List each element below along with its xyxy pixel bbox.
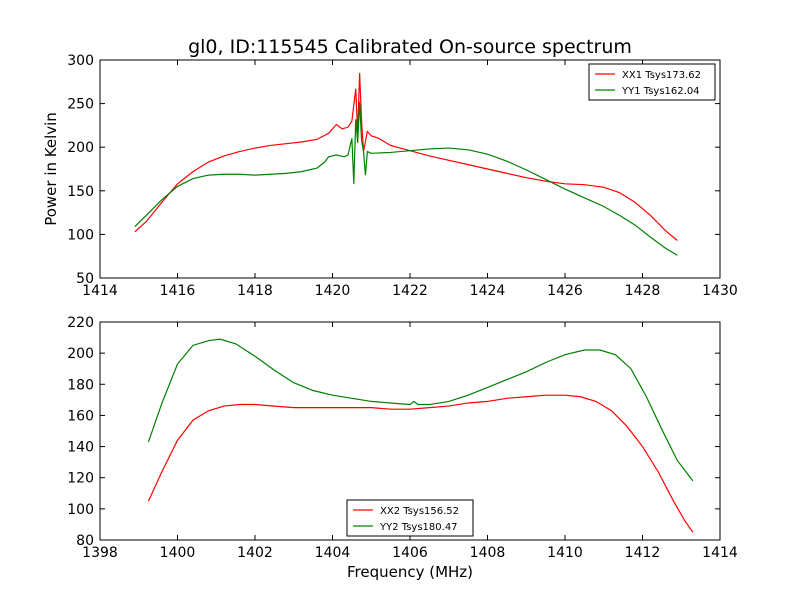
x-tick-label: 1410 [547, 545, 583, 561]
y-tick-label: 50 [76, 271, 94, 287]
y-tick-label: 100 [67, 502, 94, 518]
series-line-1 [134, 73, 678, 241]
x-tick-label: 1426 [547, 283, 583, 299]
panel-top: 1414 1416 1418 1420 1422 1424 1426 1428 1430 50 10… [42, 53, 738, 299]
y-tick-label: 140 [67, 440, 94, 456]
legend-box [346, 499, 474, 537]
x-tick-label: 1406 [392, 545, 428, 561]
x-tick-label: 1408 [470, 545, 506, 561]
x-tick-label: 1414 [702, 545, 738, 561]
x-tick-label: 1402 [237, 545, 273, 561]
series-line-2 [147, 338, 694, 482]
y-tick-label: 300 [67, 53, 94, 69]
x-tick-label: 1430 [702, 283, 738, 299]
legend-label: YY1 Tsys162.04 [621, 86, 700, 97]
y-tick-label: 250 [67, 97, 94, 113]
y-tick-label: 180 [67, 377, 94, 393]
legend-label: YY2 Tsys180.47 [379, 522, 458, 533]
x-tick-label: 1416 [160, 283, 196, 299]
panel-bottom: 1398 1400 1402 1404 1406 1408 1410 1412 1414 80 10… [67, 315, 738, 561]
y-tick-label: 220 [67, 315, 94, 331]
x-tick-label: 1412 [625, 545, 661, 561]
legend: XX2 Tsys156.52 YY2 Tsys180.47 [346, 499, 474, 537]
y-tick-label: 150 [67, 184, 94, 200]
x-tick-label: 1398 [82, 545, 118, 561]
y-tick-label: 200 [67, 140, 94, 156]
x-tick-label: 1414 [82, 283, 118, 299]
x-tick-label: 1428 [625, 283, 661, 299]
x-tick-label: 1400 [160, 545, 196, 561]
y-tick-label: 120 [67, 471, 94, 487]
x-axis-label: Frequency (MHz) [347, 563, 473, 581]
series-line-2 [134, 101, 678, 256]
legend: XX1 Tsys173.62 YY1 Tsys162.04 [588, 63, 716, 101]
y-tick-label: 80 [76, 533, 94, 549]
x-tick-label: 1404 [315, 545, 351, 561]
legend-label: XX1 Tsys173.62 [622, 70, 701, 81]
x-tick-label: 1422 [392, 283, 428, 299]
x-tick-label: 1424 [470, 283, 506, 299]
chart-title: gl0, ID:115545 Calibrated On-source spec… [188, 36, 632, 58]
x-tick-label: 1418 [237, 283, 273, 299]
legend-box [588, 63, 716, 101]
y-tick-label: 200 [67, 346, 94, 362]
legend-label: XX2 Tsys156.52 [380, 506, 459, 517]
x-tick-label: 1420 [315, 283, 351, 299]
y-axis-label: Power in Kelvin [42, 112, 60, 226]
series-line-1 [147, 394, 694, 533]
y-tick-label: 160 [67, 408, 94, 424]
y-tick-label: 100 [67, 227, 94, 243]
